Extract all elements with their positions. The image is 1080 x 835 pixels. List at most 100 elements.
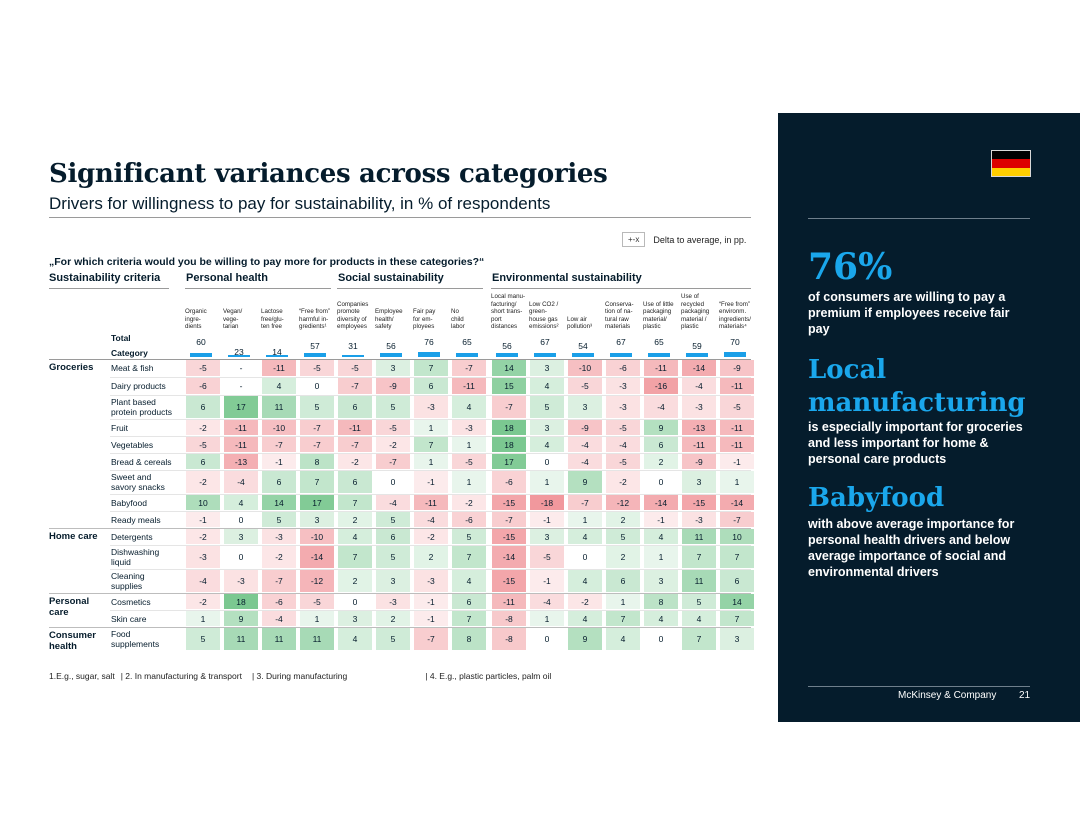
group-rule-env xyxy=(491,288,751,289)
heat-cell: -10 xyxy=(262,420,296,435)
heat-cell: -1 xyxy=(414,594,448,609)
heat-cell: -3 xyxy=(606,396,640,418)
heat-cell: 17 xyxy=(224,396,258,418)
heat-cell: -3 xyxy=(414,396,448,418)
heat-cell: 7 xyxy=(682,628,716,650)
section-divider xyxy=(49,627,751,628)
local-manufacturing-headline: Local manufacturing xyxy=(808,355,1026,418)
heat-cell: 1 xyxy=(452,471,486,493)
footnotes: 1.E.g., sugar, salt | 2. In manufacturin… xyxy=(49,671,551,681)
flag-stripe xyxy=(992,159,1030,168)
heat-cell: -7 xyxy=(720,512,754,527)
group-rule-personal xyxy=(185,288,331,289)
heat-cell: -4 xyxy=(568,454,602,469)
heat-cell: -12 xyxy=(300,570,334,592)
page-number: 21 xyxy=(1019,690,1031,701)
heat-cell: -5 xyxy=(568,378,602,394)
heat-cell: -4 xyxy=(186,570,220,592)
heat-cell: -9 xyxy=(682,454,716,469)
heat-cell: -11 xyxy=(262,360,296,376)
heat-cell: -9 xyxy=(720,360,754,376)
heat-cell: 1 xyxy=(530,611,564,626)
heat-cell: -14 xyxy=(492,546,526,568)
heat-cell: 0 xyxy=(544,634,550,644)
heat-cell: -5 xyxy=(186,360,220,376)
category-name: Fruit xyxy=(111,422,128,433)
heat-cell: -11 xyxy=(644,360,678,376)
heat-cell: 5 xyxy=(376,512,410,527)
row-divider xyxy=(110,511,751,512)
heat-cell: 5 xyxy=(262,512,296,527)
babyfood-headline: Babyfood xyxy=(808,483,945,513)
heat-cell: 4 xyxy=(452,570,486,592)
heat-cell: 1 xyxy=(300,611,334,626)
total-value: 56 xyxy=(386,341,396,351)
heat-cell: 18 xyxy=(224,594,258,609)
total-value: 31 xyxy=(348,341,358,351)
row-divider xyxy=(110,377,751,378)
row-divider xyxy=(110,470,751,471)
heat-cell: 6 xyxy=(644,437,678,452)
heat-cell: 7 xyxy=(720,611,754,626)
column-header: Vegan/ vege- tarian xyxy=(223,308,243,331)
heat-cell: 7 xyxy=(300,471,334,493)
heat-cell: 7 xyxy=(414,360,448,376)
column-header: Low CO2 / green- house gas emissions² xyxy=(529,300,559,331)
category-name: Meat & fish xyxy=(111,363,154,373)
column-header: Organic ingre- dients xyxy=(185,308,207,331)
heat-cell: 6 xyxy=(186,396,220,418)
heat-cell: -8 xyxy=(492,628,526,650)
heat-cell: 9 xyxy=(568,628,602,650)
heat-cell: -11 xyxy=(492,594,526,609)
group-social: Social sustainability xyxy=(338,272,444,284)
heat-cell: -9 xyxy=(376,378,410,394)
heat-cell: 2 xyxy=(606,546,640,568)
heat-cell: 4 xyxy=(568,611,602,626)
row-divider xyxy=(110,569,751,570)
heat-cell: 11 xyxy=(300,628,334,650)
heat-cell: 5 xyxy=(606,529,640,544)
heat-cell: 17 xyxy=(492,454,526,469)
total-bar xyxy=(648,353,670,357)
heat-cell: -5 xyxy=(300,360,334,376)
heat-cell: 7 xyxy=(452,611,486,626)
heat-cell: 7 xyxy=(720,546,754,568)
heat-cell: 18 xyxy=(492,420,526,435)
total-bar xyxy=(266,355,288,357)
column-header: Conserva- tion of na- tural raw material… xyxy=(605,300,634,331)
heat-cell: -11 xyxy=(720,378,754,394)
heat-cell: 1 xyxy=(606,594,640,609)
column-header: Use of recycled packaging material / pla… xyxy=(681,293,710,331)
total-value: 23 xyxy=(234,347,244,357)
heat-cell: -7 xyxy=(262,570,296,592)
column-header: No child labor xyxy=(451,308,465,331)
column-header: Companies promote diversity of employees xyxy=(337,300,369,331)
column-header: “Free from” harmful in- gredients¹ xyxy=(299,308,330,331)
heat-cell: -3 xyxy=(606,378,640,394)
heat-cell: -4 xyxy=(606,437,640,452)
category-label: Category xyxy=(111,348,148,358)
heat-cell: 7 xyxy=(338,546,372,568)
heat-cell: 6 xyxy=(338,396,372,418)
category-name: Dishwashing liquid xyxy=(111,547,160,567)
heat-cell: -6 xyxy=(452,512,486,527)
heat-cell: 1 xyxy=(186,611,220,626)
heat-cell: -6 xyxy=(186,378,220,394)
heat-cell: -9 xyxy=(568,420,602,435)
total-bar xyxy=(228,355,250,357)
heat-cell: -11 xyxy=(414,495,448,510)
babyfood-text: with above average importance for person… xyxy=(808,517,1015,579)
category-name: Bread & cereals xyxy=(111,456,172,467)
group-rule-social xyxy=(337,288,483,289)
heat-cell: -6 xyxy=(606,360,640,376)
title-divider xyxy=(49,217,751,218)
row-divider xyxy=(110,419,751,420)
heat-cell: -7 xyxy=(300,420,334,435)
heat-cell: -2 xyxy=(186,594,220,609)
heat-cell: 8 xyxy=(644,594,678,609)
heat-cell: -15 xyxy=(492,529,526,544)
heat-cell: 9 xyxy=(644,420,678,435)
heat-cell: -2 xyxy=(262,546,296,568)
slide-title: Significant variances across categories xyxy=(49,159,608,189)
heat-cell: 7 xyxy=(606,611,640,626)
